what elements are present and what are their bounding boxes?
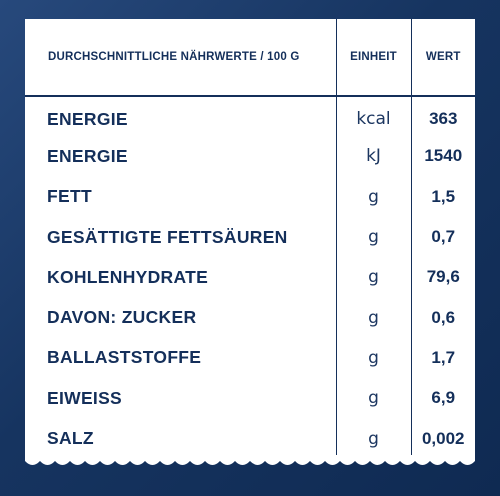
table-row: KOHLENHYDRATE g 79,6 bbox=[25, 257, 475, 298]
nutrient-name: GESÄTTIGTE FETTSÄUREN bbox=[47, 226, 288, 247]
nutrient-value: 0,7 bbox=[410, 216, 475, 258]
nutrient-name: ENERGIE bbox=[47, 108, 128, 129]
nutrient-value: 1,7 bbox=[410, 337, 475, 379]
nutrient-value: 0,6 bbox=[410, 297, 475, 338]
nutrient-value: 6,9 bbox=[410, 378, 475, 419]
wavy-bottom-edge bbox=[25, 455, 475, 465]
nutrient-unit: g bbox=[335, 176, 411, 217]
table-row: DAVON: ZUCKER g 0,6 bbox=[25, 297, 475, 338]
header-nutrients: DURCHSCHNITTLICHE NÄHRWERTE / 100 G bbox=[25, 19, 336, 97]
nutrient-name: DAVON: ZUCKER bbox=[47, 307, 197, 328]
table-row: GESÄTTIGTE FETTSÄUREN g 0,7 bbox=[25, 216, 475, 258]
nutrient-unit: kcal bbox=[335, 96, 411, 137]
nutrient-unit: g bbox=[335, 216, 411, 258]
nutrition-card: DURCHSCHNITTLICHE NÄHRWERTE / 100 G EINH… bbox=[25, 19, 475, 459]
nutrient-unit: g bbox=[335, 378, 411, 419]
nutrient-name: EIWEISS bbox=[47, 387, 123, 408]
nutrition-table: DURCHSCHNITTLICHE NÄHRWERTE / 100 G EINH… bbox=[25, 19, 475, 459]
table-row: ENERGIE kJ 1540 bbox=[25, 136, 475, 177]
nutrient-name: KOHLENHYDRATE bbox=[47, 266, 209, 287]
nutrient-value: 363 bbox=[410, 96, 475, 137]
table-row: ENERGIE kcal 363 bbox=[25, 96, 475, 137]
nutrient-value: 79,6 bbox=[410, 257, 475, 298]
nutrient-name: SALZ bbox=[47, 428, 94, 449]
nutrient-unit: g bbox=[335, 337, 411, 379]
nutrient-value: 1540 bbox=[410, 136, 475, 177]
nutrient-unit: g bbox=[335, 418, 411, 459]
table-row: EIWEISS g 6,9 bbox=[25, 378, 475, 419]
header-unit: EINHEIT bbox=[335, 19, 411, 97]
table-row: FETT g 1,5 bbox=[25, 176, 475, 217]
nutrient-name: ENERGIE bbox=[47, 145, 128, 166]
nutrient-unit: g bbox=[335, 257, 411, 298]
nutrient-value: 0,002 bbox=[410, 418, 475, 459]
table-row: SALZ g 0,002 bbox=[25, 418, 475, 459]
nutrient-name: FETT bbox=[47, 186, 92, 207]
nutrient-value: 1,5 bbox=[410, 176, 475, 217]
nutrient-unit: g bbox=[335, 297, 411, 338]
table-header-row: DURCHSCHNITTLICHE NÄHRWERTE / 100 G EINH… bbox=[25, 19, 475, 97]
table-row: BALLASTSTOFFE g 1,7 bbox=[25, 337, 475, 379]
nutrient-unit: kJ bbox=[335, 136, 411, 177]
header-value: WERT bbox=[410, 19, 475, 97]
nutrient-name: BALLASTSTOFFE bbox=[47, 347, 202, 368]
